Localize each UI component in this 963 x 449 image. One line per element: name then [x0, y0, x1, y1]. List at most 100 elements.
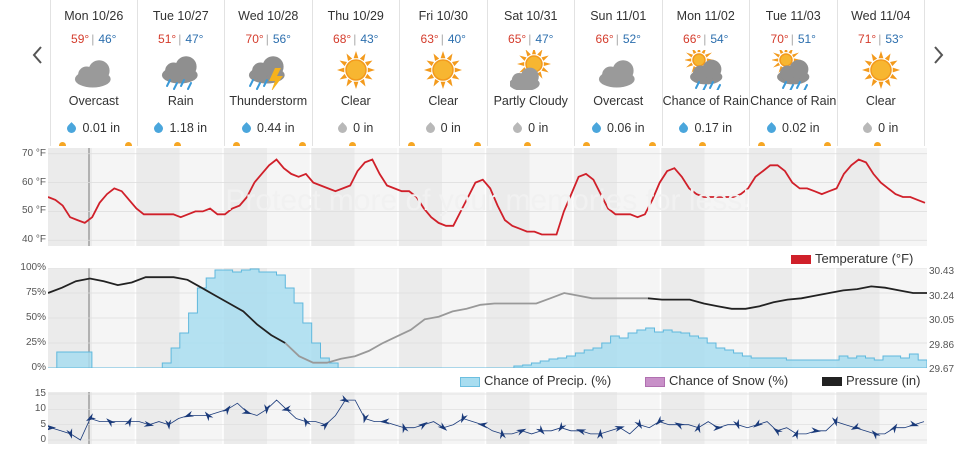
precip-legend-swatch	[460, 376, 480, 387]
day-column[interactable]: Mon 10/26 59° | 46° Overcast 0.01 in	[50, 0, 138, 146]
day-temps: 66° | 54°	[663, 31, 750, 47]
sun-indicator-row	[750, 140, 837, 146]
temperature-legend: Temperature (°F)	[791, 251, 913, 266]
axis-tick-label: 25%	[25, 337, 46, 348]
day-name: Wed 11/04	[851, 9, 911, 23]
condition-label: Rain	[167, 94, 194, 108]
low-temp: 47°	[535, 32, 554, 46]
precip-value: 0.17 in	[694, 121, 733, 135]
high-temp: 63°	[420, 32, 439, 46]
day-name: Fri 10/30	[418, 9, 468, 23]
sun-marker-icon	[299, 142, 306, 146]
day-name: Sun 11/01	[590, 9, 647, 23]
axis-tick-label: 15	[34, 388, 46, 399]
next-days-button[interactable]	[928, 40, 948, 70]
wind-barb-icon	[558, 421, 567, 432]
rain-icon	[161, 56, 198, 90]
previous-days-button[interactable]	[28, 40, 48, 70]
wind-chart	[46, 392, 927, 444]
precip-amount: 0 in	[488, 121, 575, 136]
wind-barb-icon	[908, 420, 920, 427]
high-temp: 68°	[333, 32, 352, 46]
day-name: Sat 10/31	[503, 9, 558, 23]
temp-separator: |	[178, 32, 182, 46]
day-column[interactable]: Sat 10/31 65° | 47° Partly Cloudy 0 in	[488, 0, 575, 146]
sun-marker-icon	[583, 142, 590, 146]
sun-indicator-row	[313, 140, 400, 146]
low-temp: 53°	[885, 32, 904, 46]
axis-tick-label: 75%	[25, 287, 46, 298]
wind-barb-icon	[204, 411, 214, 422]
temperature-legend-swatch	[791, 255, 811, 265]
day-column[interactable]: Tue 10/27 51° | 47° Rain 1.18 in	[138, 0, 225, 146]
low-temp: 51°	[797, 32, 816, 46]
wind-barb-icon	[597, 428, 604, 440]
condition-label: Thunderstorm	[229, 94, 308, 108]
sun-indicator-row	[138, 140, 225, 146]
precip-amount: 0 in	[838, 121, 925, 136]
raindrop-icon	[152, 122, 166, 136]
sun-indicator-row	[51, 140, 137, 146]
high-temp: 59°	[71, 32, 90, 46]
wind-barb-icon	[499, 428, 506, 440]
high-temp: 66°	[683, 32, 702, 46]
sun-marker-icon	[873, 142, 881, 146]
axis-tick-label: 50%	[25, 312, 46, 323]
wind-barb-icon	[575, 429, 587, 436]
axis-tick-label: 29.86	[929, 339, 955, 351]
high-temp: 70°	[770, 32, 789, 46]
day-temps: 70° | 56°	[225, 31, 312, 47]
wind-barb-icon	[437, 422, 448, 431]
day-column[interactable]: Wed 10/28 70° | 56° Thunderstorm 0.44 in	[225, 0, 313, 146]
condition-label: Partly Cloudy	[493, 94, 568, 108]
wind-barb-icon	[655, 415, 665, 426]
precip-value: 0 in	[440, 121, 461, 135]
temperature-chart-svg: Protect more of your memories for less!	[47, 148, 927, 246]
sun-indicator-row	[838, 140, 925, 146]
wind-barb-icon	[712, 425, 723, 432]
low-temp: 52°	[622, 32, 641, 46]
wind-barb-icon	[264, 404, 271, 415]
wind-barb-icon	[791, 429, 799, 440]
axis-tick-label: 60 °F	[21, 176, 46, 188]
sun-marker-icon	[348, 142, 356, 146]
wind-barb-icon	[320, 421, 330, 431]
sun-marker-icon	[824, 142, 831, 146]
axis-tick-label: 40 °F	[21, 234, 46, 246]
wind-barb-icon	[614, 425, 625, 432]
precip-amount: 0.06 in	[575, 121, 662, 136]
day-name: Wed 10/28	[238, 9, 299, 23]
condition-label: Chance of Rain	[750, 94, 837, 108]
wind-chart-svg	[46, 392, 927, 444]
raindrop-icon	[423, 122, 437, 136]
raindrop-icon	[677, 122, 691, 136]
wind-barb-icon	[535, 425, 545, 435]
low-temp: 43°	[360, 32, 379, 46]
pressure-legend: Pressure (in)	[822, 373, 920, 388]
axis-tick-label: 30.05	[929, 315, 955, 326]
wind-barb-icon	[241, 407, 252, 415]
day-column[interactable]: Mon 11/02 66° | 54° Chance of Rain 0.17 in	[663, 0, 750, 146]
day-temps: 66° | 52°	[575, 31, 662, 47]
temp-separator: |	[265, 32, 269, 46]
low-temp: 40°	[447, 32, 466, 46]
day-column[interactable]: Tue 11/03 70° | 51° Chance of Rain 0.02 in	[750, 0, 838, 146]
precip-value: 0.06 in	[606, 121, 645, 135]
day-column[interactable]: Thu 10/29 68° | 43° Clear 0 in	[313, 0, 400, 146]
day-column[interactable]: Sun 11/01 66° | 52° Overcast 0.06 in	[575, 0, 663, 146]
day-temps: 65° | 47°	[488, 31, 575, 47]
day-temps: 59° | 46°	[51, 31, 137, 47]
sun-marker-icon	[523, 142, 531, 146]
raindrop-icon	[511, 122, 525, 136]
cloudy-icon	[598, 60, 635, 88]
wind-barb-icon	[106, 418, 116, 428]
pressure-legend-swatch	[822, 377, 842, 387]
precipitation-pressure-svg	[47, 267, 928, 369]
snow-legend-label: Chance of Snow (%)	[669, 373, 789, 388]
day-column[interactable]: Fri 10/30 63° | 40° Clear 0 in	[400, 0, 488, 146]
sun-marker-icon	[408, 142, 415, 146]
day-name: Tue 11/03	[765, 9, 821, 23]
wind-barb-icon	[143, 420, 155, 427]
wind-barb-icon	[871, 430, 881, 440]
day-column[interactable]: Wed 11/04 71° | 53° Clear 0 in	[838, 0, 925, 146]
